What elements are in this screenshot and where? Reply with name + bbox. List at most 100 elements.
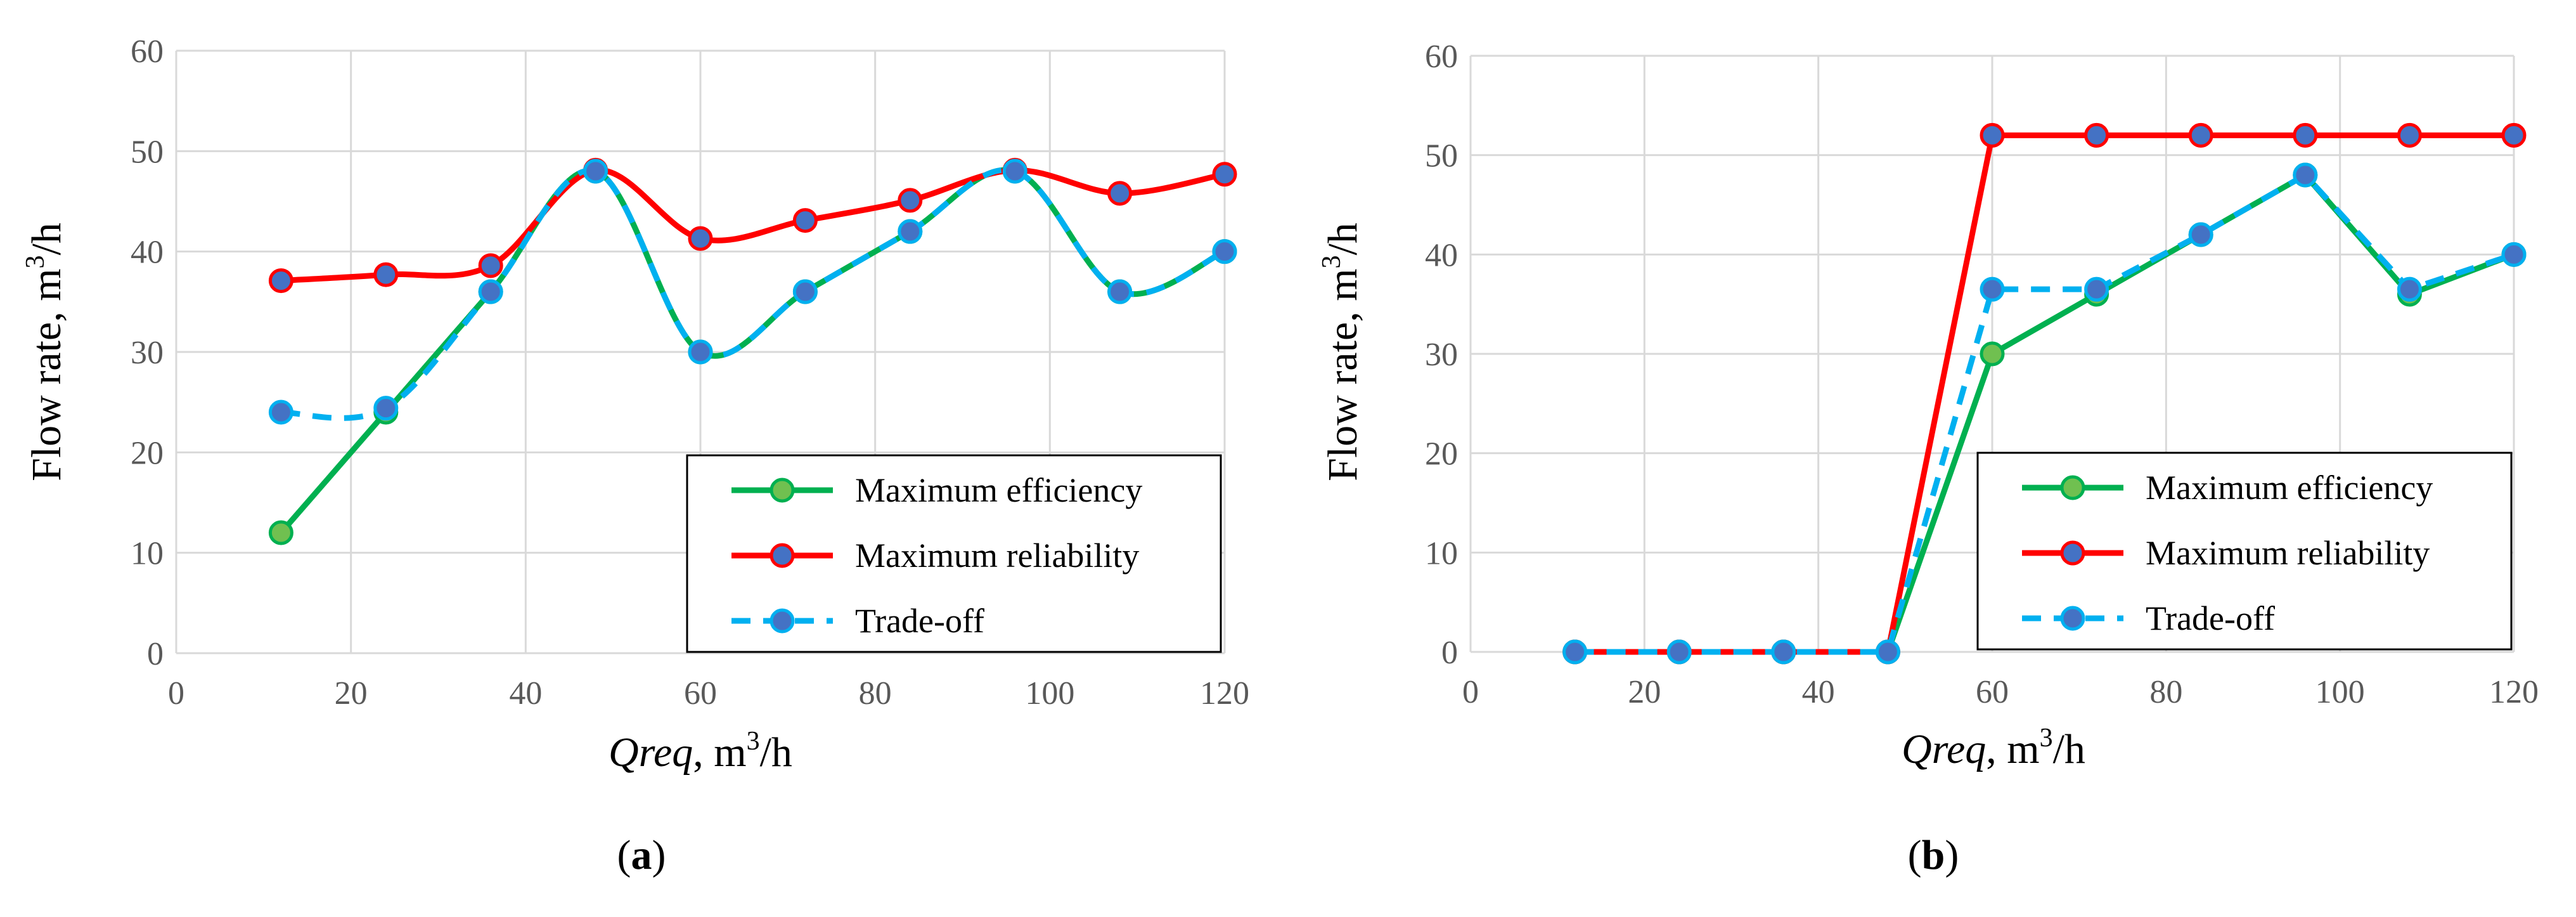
series-line <box>278 167 1228 284</box>
x-tick-label: 120 <box>2489 674 2539 710</box>
y-axis-title-sup: 3 <box>21 255 50 268</box>
data-point <box>1666 639 1692 665</box>
legend-label: Maximum reliability <box>855 537 1139 575</box>
data-point <box>898 188 923 213</box>
x-axis-title: Qreq, m3/h <box>609 727 792 776</box>
y-tick-label: 30 <box>1425 337 1458 373</box>
x-tick-label: 60 <box>1976 674 2009 710</box>
y-tick-label: 60 <box>131 34 164 70</box>
data-point <box>373 396 399 421</box>
caption-close: ) <box>1945 832 1959 878</box>
panel-caption: (a) <box>617 832 666 878</box>
panel-caption: (b) <box>1908 832 1959 878</box>
data-point <box>583 159 609 184</box>
legend: Maximum efficiency Maximum reliability Tra… <box>686 454 1222 653</box>
series-trade-off <box>268 159 1237 425</box>
legend: Maximum efficiency Maximum reliability Tra… <box>1976 452 2513 651</box>
data-point <box>2501 242 2527 267</box>
x-axis-title-sup: 3 <box>747 727 760 756</box>
chart-a: 0 10 20 30 40 50 60 0 20 40 60 80 100 120 Flow rate, m… <box>21 34 1249 878</box>
x-tick-label: 80 <box>2149 674 2182 710</box>
series-line <box>1572 132 2517 655</box>
x-tick-label: 20 <box>335 675 368 712</box>
legend-marker <box>2060 475 2085 500</box>
legend-label: Trade-off <box>855 602 984 640</box>
caption-letter: a <box>631 832 652 878</box>
x-axis-title-unit: , m <box>1986 726 2039 772</box>
data-point <box>2397 276 2422 302</box>
y-tick-label: 20 <box>1425 436 1458 472</box>
x-axis-title-unit: , m <box>693 729 746 776</box>
caption-close: ) <box>652 832 666 878</box>
legend-label: Trade-off <box>2146 599 2275 637</box>
x-axis-title: Qreq, m3/h <box>1902 724 2085 772</box>
x-tick-label: 0 <box>168 675 184 712</box>
x-tick-label: 100 <box>2315 674 2365 710</box>
legend-label: Maximum reliability <box>2146 534 2430 572</box>
x-axis-title-tail: /h <box>760 729 792 776</box>
data-point <box>2293 122 2318 148</box>
data-point <box>478 253 503 278</box>
y-tick-label: 40 <box>1425 237 1458 273</box>
data-point <box>688 339 713 365</box>
y-tick-label: 10 <box>131 536 164 572</box>
y-axis-title-main: Flow rate, m <box>1320 268 1366 481</box>
y-tick-label: 10 <box>1425 535 1458 571</box>
data-point <box>792 208 818 233</box>
data-point <box>268 268 293 294</box>
series-maximum-reliability <box>268 157 1237 294</box>
data-point <box>478 279 503 304</box>
y-axis-title-tail: /h <box>1320 223 1366 255</box>
data-point <box>2084 276 2109 302</box>
data-point <box>1562 639 1588 665</box>
y-tick-label: 0 <box>1441 635 1458 671</box>
y-axis-title: Flow rate, m3/h <box>21 223 70 481</box>
data-point <box>898 219 923 244</box>
x-axis-title-tail: /h <box>2053 726 2085 772</box>
data-point <box>2188 222 2213 247</box>
data-point <box>1980 276 2005 302</box>
x-tick-label: 40 <box>509 675 542 712</box>
caption-open: ( <box>617 832 631 878</box>
x-tick-label: 20 <box>1628 674 1661 710</box>
x-axis-title-main: Qreq <box>1902 726 1986 772</box>
data-point <box>1212 239 1237 264</box>
data-point <box>2501 122 2527 148</box>
data-point <box>2397 122 2422 148</box>
data-point <box>373 262 399 287</box>
x-tick-label: 60 <box>684 675 717 712</box>
y-axis-title-sup: 3 <box>1317 255 1346 268</box>
y-tick-label: 20 <box>131 435 164 471</box>
data-point <box>1107 181 1133 206</box>
y-tick-label: 50 <box>131 134 164 170</box>
x-axis-title-sup: 3 <box>2040 724 2053 753</box>
series-maximum-reliability <box>1562 122 2527 665</box>
x-tick-label: 100 <box>1025 675 1074 712</box>
data-point <box>268 520 293 545</box>
legend-marker <box>770 608 795 634</box>
series-line <box>1575 172 2515 655</box>
y-axis-title-main: Flow rate, m <box>23 268 70 481</box>
data-point <box>268 400 293 425</box>
legend-marker <box>2060 606 2085 631</box>
y-tick-label: 30 <box>131 335 164 371</box>
y-tick-label: 40 <box>131 235 164 271</box>
data-point <box>1980 122 2005 148</box>
legend-label: Maximum efficiency <box>2146 469 2433 507</box>
data-point <box>2293 162 2318 188</box>
y-tick-label: 60 <box>1425 39 1458 75</box>
y-axis-title: Flow rate, m3/h <box>1317 223 1366 481</box>
legend-marker <box>2060 540 2085 566</box>
data-point <box>1980 341 2005 367</box>
data-point <box>1107 279 1133 304</box>
data-point <box>1212 162 1237 187</box>
x-tick-label: 120 <box>1200 675 1249 712</box>
series-line <box>281 167 1226 421</box>
data-point <box>2188 122 2213 148</box>
caption-open: ( <box>1908 832 1922 878</box>
x-tick-label: 40 <box>1802 674 1835 710</box>
x-tick-label: 80 <box>859 675 892 712</box>
x-tick-label: 0 <box>1462 674 1479 710</box>
data-point <box>1875 639 1900 665</box>
